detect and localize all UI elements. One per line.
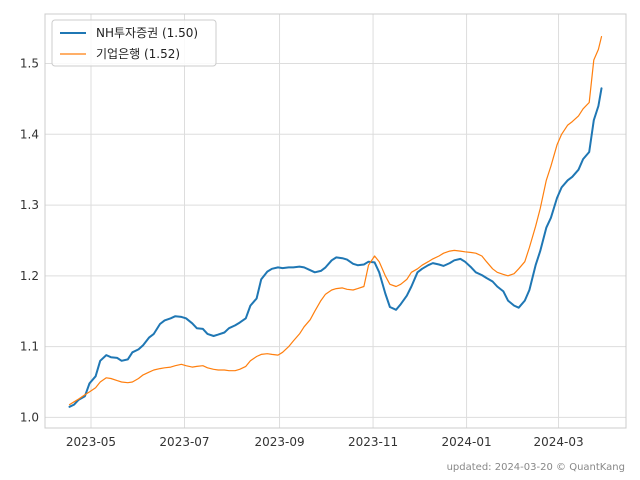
legend: NH투자증권 (1.50) 기업은행 (1.52) [51,19,217,67]
x-tick-label: 2023-09 [254,435,304,449]
plot-area [45,14,626,428]
updated-footer: updated: 2024-03-20 © QuantKang [447,462,625,473]
x-tick-label: 2023-05 [66,435,116,449]
x-tick-label: 2023-11 [348,435,398,449]
y-tick-label: 1.5 [20,57,39,71]
series-line-nh [68,87,603,408]
y-tick-label: 1.0 [20,410,39,424]
x-tick-label: 2023-07 [159,435,209,449]
tick-labels: 1.0 1.1 1.2 1.3 1.4 1.5 2023-05 2023-07 2023-09 2… [20,57,584,449]
legend-label-ibk: 기업은행 (1.52) [96,46,180,61]
legend-label-nh: NH투자증권 (1.50) [96,26,198,40]
series-lines [68,35,603,408]
y-tick-label: 1.4 [20,127,39,141]
legend-box [51,19,217,67]
x-tick-label: 2024-03 [533,435,583,449]
x-tick-label: 2024-01 [441,435,491,449]
plot-frame [44,13,627,429]
y-tick-label: 1.1 [20,340,39,354]
y-tick-label: 1.2 [20,269,39,283]
y-tick-label: 1.3 [20,198,39,212]
series-line-ibk [68,35,603,406]
